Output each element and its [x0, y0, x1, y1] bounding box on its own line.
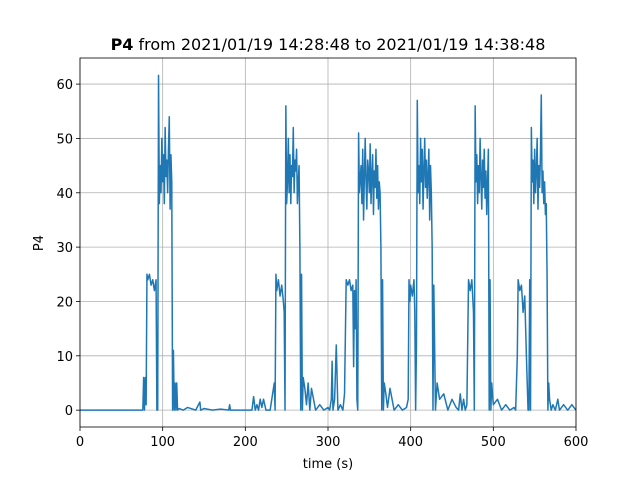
chart-title: P4 from 2021/01/19 14:28:48 to 2021/01/1… [111, 35, 546, 54]
x-tick-label: 300 [316, 435, 341, 450]
x-tick-label: 600 [564, 435, 589, 450]
y-tick-label: 20 [56, 295, 73, 310]
title-range: from 2021/01/19 14:28:48 to 2021/01/19 1… [139, 35, 546, 54]
y-tick-label: 30 [56, 241, 73, 256]
y-tick-label: 10 [56, 350, 73, 365]
plot-frame [79, 57, 577, 428]
x-axis-label: time (s) [303, 457, 353, 472]
y-tick-label: 60 [56, 78, 73, 93]
y-tick-label: 50 [56, 132, 73, 147]
x-tick-label: 100 [150, 435, 175, 450]
x-tick-label: 0 [76, 435, 84, 450]
y-tick-label: 0 [65, 404, 73, 419]
x-tick-label: 200 [233, 435, 258, 450]
x-tick-label: 400 [398, 435, 423, 450]
y-axis-label: P4 [32, 235, 47, 251]
y-tick-label: 40 [56, 187, 73, 202]
data-line [80, 74, 577, 411]
title-name: P4 [111, 35, 134, 54]
x-tick-label: 500 [481, 435, 506, 450]
